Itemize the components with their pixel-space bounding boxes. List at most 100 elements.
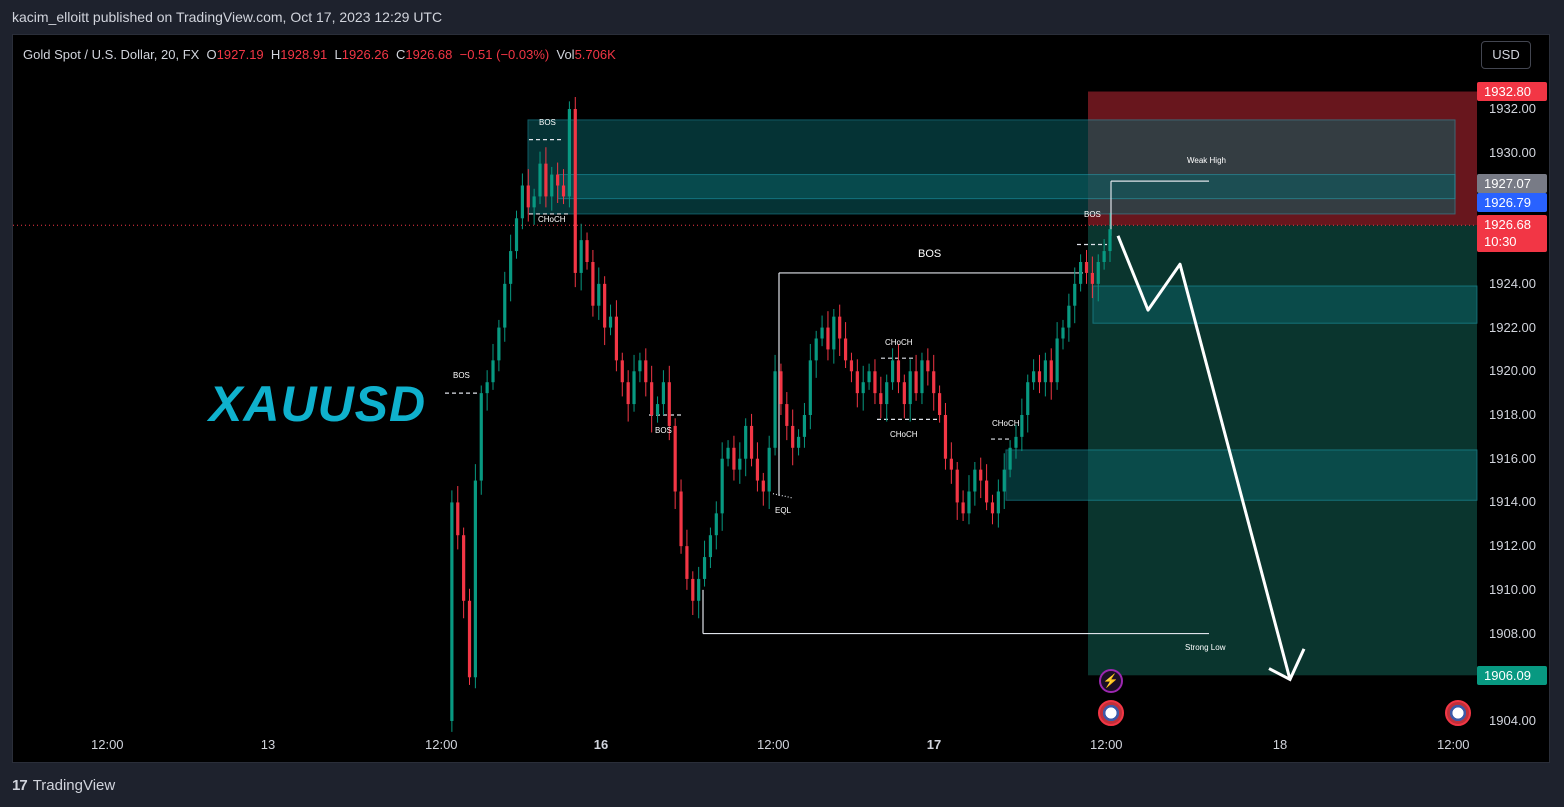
- candle-body: [1061, 327, 1065, 339]
- vol-label: Vol: [556, 47, 575, 62]
- candle-body: [532, 196, 536, 208]
- candle-body: [702, 557, 707, 579]
- candle-body: [714, 513, 718, 536]
- candle-body: [961, 502, 965, 514]
- candle-body: [849, 360, 854, 372]
- candle-body: [650, 382, 654, 415]
- candle-body: [890, 360, 895, 383]
- time-tick: 17: [926, 737, 942, 752]
- annotation-choch: CHoCH: [538, 215, 566, 224]
- candle-body: [585, 240, 589, 262]
- symbol-watermark: XAUUSD: [209, 376, 427, 432]
- candle-body: [867, 371, 871, 383]
- candle-body: [937, 393, 942, 415]
- annotation-choch: CHoCH: [890, 430, 918, 439]
- low-label: L: [334, 47, 342, 62]
- chart-canvas[interactable]: [13, 35, 1550, 763]
- candle-body: [591, 261, 595, 306]
- close-label: C: [396, 47, 406, 62]
- change-value: −0.51 (−0.03%): [459, 47, 550, 62]
- candle-body: [744, 425, 748, 459]
- candle-body: [567, 109, 571, 197]
- candle-body: [597, 283, 601, 306]
- close-price-value: 1926.68: [1484, 217, 1531, 232]
- symbol-name[interactable]: Gold Spot / U.S. Dollar, 20, FX: [23, 47, 200, 62]
- candle-body: [791, 425, 795, 448]
- candle-body: [738, 458, 742, 470]
- time-tick: 12:00: [1090, 737, 1123, 752]
- candle-body: [556, 174, 560, 186]
- candle-body: [603, 283, 607, 328]
- candle-body: [538, 163, 542, 197]
- us-flag-event-icon[interactable]: [1445, 700, 1471, 726]
- price-tick: 1924.00: [1489, 275, 1536, 291]
- candle-body: [644, 360, 648, 383]
- candle-body: [732, 447, 736, 470]
- candle-body: [843, 338, 848, 361]
- candle-body: [973, 469, 977, 492]
- candle-body: [802, 414, 807, 437]
- candle-body: [620, 360, 624, 383]
- time-tick: 16: [593, 737, 609, 752]
- candle-body: [485, 382, 489, 394]
- candle-body: [896, 360, 901, 383]
- supply-zone: [527, 119, 1456, 215]
- candle-body: [514, 218, 519, 252]
- tradingview-brand[interactable]: 17 TradingView: [12, 777, 115, 794]
- symbol-legend[interactable]: Gold Spot / U.S. Dollar, 20, FX O1927.19…: [23, 47, 616, 62]
- candle-body: [1096, 261, 1100, 284]
- candle-body: [655, 404, 660, 415]
- chart-pane[interactable]: Gold Spot / U.S. Dollar, 20, FX O1927.19…: [12, 34, 1550, 763]
- candle-body: [720, 458, 724, 514]
- candle-body: [520, 185, 524, 219]
- candle-body: [573, 109, 577, 273]
- candle-body: [1090, 272, 1094, 284]
- high-value: 1928.91: [280, 47, 328, 62]
- price-tick: 1916.00: [1489, 450, 1536, 466]
- candle-body: [667, 382, 671, 426]
- demand-zone: [1092, 285, 1478, 324]
- candle-body: [708, 535, 713, 558]
- last-price-label: 1926.79: [1477, 193, 1547, 212]
- candle-body: [808, 360, 812, 415]
- candle-body: [579, 240, 583, 273]
- candle-body: [632, 371, 636, 405]
- annotation-bos: BOS: [1084, 210, 1101, 219]
- currency-button[interactable]: USD: [1481, 41, 1531, 69]
- candle-body: [955, 469, 959, 503]
- annotation-bos: BOS: [655, 426, 672, 435]
- eql-line: [772, 493, 794, 499]
- candle-body: [638, 360, 642, 372]
- annotation-bos: BOS: [453, 371, 470, 380]
- candle-body: [456, 502, 460, 536]
- candle-body: [726, 447, 730, 459]
- candle-body: [1073, 283, 1077, 306]
- candle-body: [814, 338, 818, 361]
- publish-header: kacim_elloitt published on TradingView.c…: [0, 0, 1564, 34]
- annotation-bos: BOS: [539, 118, 556, 127]
- annotation-weak-high: Weak High: [1187, 156, 1226, 165]
- candle-body: [473, 480, 477, 678]
- candle-body: [767, 447, 771, 492]
- annotation-eql: EQL: [775, 506, 792, 515]
- tradingview-logo-icon: 17: [12, 777, 28, 794]
- candle-body: [1014, 436, 1018, 448]
- lightning-event-icon[interactable]: ⚡: [1099, 669, 1123, 693]
- footer-bar: 17 TradingView: [0, 763, 1564, 807]
- high-label: H: [270, 47, 281, 62]
- weak-high-price-label: 1927.07: [1477, 174, 1547, 193]
- candle-body: [861, 382, 865, 394]
- price-tick: 1932.00: [1489, 101, 1536, 116]
- candle-body: [932, 371, 936, 394]
- candle-body: [497, 327, 501, 361]
- candle-body: [467, 600, 472, 678]
- time-tick: 12:00: [91, 737, 124, 752]
- vol-value: 5.706K: [574, 47, 616, 62]
- time-tick: 12:00: [425, 737, 458, 752]
- candle-body: [838, 316, 842, 339]
- low-value: 1926.26: [341, 47, 389, 62]
- candle-body: [979, 469, 983, 481]
- candle-body: [914, 371, 918, 394]
- us-flag-event-icon[interactable]: [1098, 700, 1124, 726]
- candle-body: [785, 404, 789, 426]
